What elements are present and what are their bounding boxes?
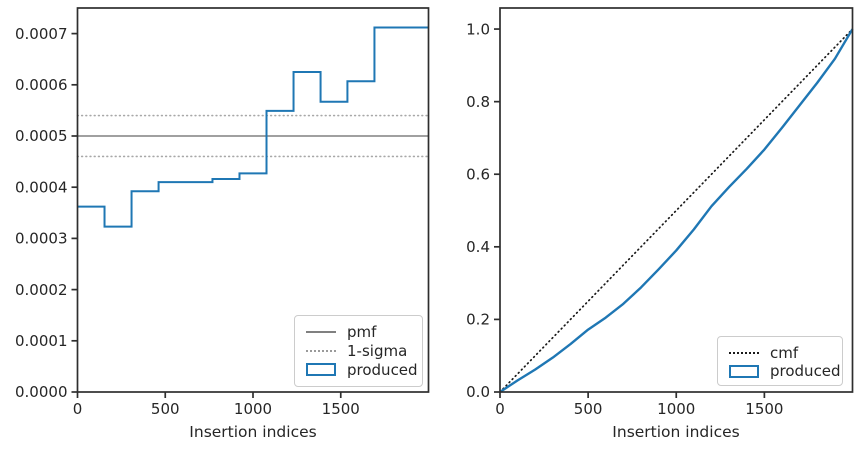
y-tick-label: 0.0004 — [15, 178, 68, 196]
legend-sample-line-solid — [306, 331, 336, 334]
y-tick-label: 0.0006 — [15, 76, 68, 94]
legend-item-pmf: pmf — [306, 323, 411, 342]
legend-sample-patch — [729, 364, 759, 378]
pmf-plot-legend: pmf 1-sigma produced — [294, 315, 423, 387]
legend-item-produced: produced — [306, 360, 418, 379]
x-tick-label: 1000 — [234, 400, 272, 418]
produced-line — [499, 28, 854, 394]
legend-item-cmf: cmf — [729, 344, 831, 362]
pmf-plot-xlabel: Insertion indices — [189, 423, 317, 441]
y-tick-label: 0.8 — [466, 93, 490, 111]
y-tick-label: 0.0007 — [15, 25, 68, 43]
y-tick-label: 0.0001 — [15, 332, 68, 350]
legend-sample-patch — [306, 363, 336, 377]
x-tick-label: 1000 — [657, 400, 695, 418]
y-tick-label: 1.0 — [466, 20, 490, 38]
y-tick-label: 0.0000 — [15, 383, 68, 401]
cmf-plot-xlabel: Insertion indices — [612, 423, 740, 441]
y-tick-label: 0.2 — [466, 311, 490, 329]
x-tick-label: 0 — [73, 400, 83, 418]
legend-label: 1-sigma — [347, 342, 408, 360]
y-tick-label: 0.0005 — [15, 127, 68, 145]
cmf-plot-legend: cmf produced — [717, 336, 843, 386]
x-tick-label: 1500 — [322, 400, 360, 418]
x-tick-label: 0 — [495, 400, 505, 418]
legend-sample-line-dotted-black — [729, 352, 759, 354]
legend-label: produced — [347, 360, 418, 379]
legend-item-produced: produced — [729, 362, 841, 380]
cmf-plot-spines — [499, 7, 854, 393]
x-tick-label: 1500 — [745, 400, 783, 418]
legend-label: pmf — [347, 323, 377, 342]
y-tick-label: 0.0003 — [15, 230, 68, 248]
y-tick-label: 0.0002 — [15, 281, 68, 299]
legend-sample-line-dotted-gray — [306, 350, 336, 352]
legend-label: produced — [770, 362, 841, 380]
x-tick-label: 500 — [151, 400, 180, 418]
y-tick-label: 0.6 — [466, 165, 490, 183]
x-tick-label: 500 — [574, 400, 603, 418]
legend-label: cmf — [770, 344, 799, 362]
y-tick-label: 0.0 — [466, 383, 490, 401]
legend-item-1-sigma: 1-sigma — [306, 342, 411, 361]
y-tick-label: 0.4 — [466, 238, 490, 256]
cmf-line — [499, 28, 854, 393]
produced-step-line — [77, 26, 429, 228]
